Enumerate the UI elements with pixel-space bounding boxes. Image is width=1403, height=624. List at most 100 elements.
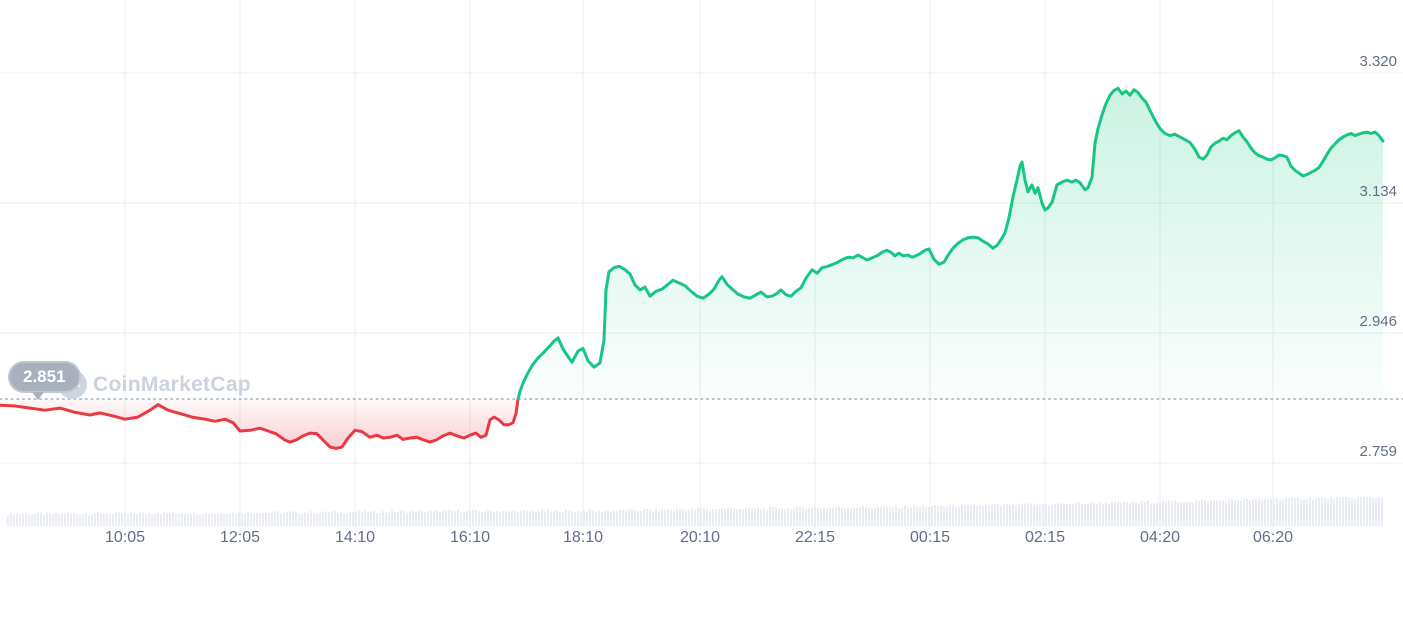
volume-bar	[283, 512, 285, 526]
volume-bar	[877, 506, 879, 526]
volume-bar	[595, 511, 597, 526]
volume-bar	[244, 514, 246, 526]
volume-bar	[1243, 499, 1245, 526]
volume-bar	[361, 512, 363, 526]
volume-bar	[496, 511, 498, 526]
volume-bar	[1093, 503, 1095, 526]
volume-bar	[856, 508, 858, 526]
volume-bar	[1357, 497, 1359, 526]
volume-bar	[577, 510, 579, 526]
volume-bar	[49, 512, 51, 526]
volume-bar	[478, 510, 480, 526]
volume-bar	[973, 504, 975, 526]
volume-bar	[847, 507, 849, 526]
volume-bar	[340, 511, 342, 526]
volume-bar	[7, 515, 9, 526]
volume-bar	[1318, 497, 1320, 526]
volume-bar	[130, 512, 132, 526]
volume-bar	[637, 510, 639, 526]
volume-bar	[1186, 502, 1188, 526]
volume-bar	[712, 508, 714, 526]
volume-bar	[715, 509, 717, 526]
volume-bar	[460, 512, 462, 526]
volume-bar	[751, 508, 753, 526]
volume-bar	[1141, 501, 1143, 526]
volume-bar	[709, 509, 711, 526]
volume-bar	[862, 506, 864, 526]
volume-bar	[988, 504, 990, 526]
volume-bar	[748, 507, 750, 526]
volume-bar	[514, 510, 516, 526]
volume-bar	[1117, 501, 1119, 526]
volume-bar	[853, 507, 855, 526]
volume-bar	[1165, 502, 1167, 526]
volume-bar	[1060, 504, 1062, 526]
volume-bar	[1012, 503, 1014, 526]
volume-bar	[364, 510, 366, 526]
volume-bar	[1303, 499, 1305, 526]
volume-bar	[1003, 504, 1005, 526]
volume-bar	[667, 509, 669, 526]
volume-bar	[382, 511, 384, 526]
volume-bar	[553, 510, 555, 526]
volume-bar	[355, 512, 357, 526]
volume-bar	[730, 508, 732, 526]
volume-bar	[1276, 498, 1278, 526]
volume-bar	[835, 507, 837, 526]
volume-bar	[910, 507, 912, 526]
volume-bar	[1192, 502, 1194, 526]
volume-bar	[1048, 505, 1050, 526]
volume-bar	[874, 507, 876, 526]
volume-bar	[1333, 499, 1335, 526]
volume-bar	[31, 514, 33, 526]
volume-bar	[154, 514, 156, 526]
volume-bar	[256, 513, 258, 526]
volume-bar	[1252, 499, 1254, 526]
volume-bar	[880, 507, 882, 526]
volume-bar	[1291, 497, 1293, 526]
volume-bar	[1249, 500, 1251, 526]
volume-bar	[442, 510, 444, 526]
volume-bar	[343, 513, 345, 526]
volume-bar	[565, 509, 567, 526]
volume-bar	[928, 506, 930, 526]
volume-bar	[463, 512, 465, 526]
volume-bar	[97, 512, 99, 526]
volume-bar	[211, 513, 213, 526]
volume-bar	[1171, 501, 1173, 526]
volume-bar	[1057, 503, 1059, 526]
volume-bar	[475, 509, 477, 526]
volume-bar	[508, 510, 510, 526]
volume-bar	[1294, 497, 1296, 526]
volume-bar	[238, 512, 240, 526]
volume-bar	[649, 509, 651, 526]
volume-bar	[55, 512, 57, 526]
volume-bar	[139, 512, 141, 526]
volume-bar	[1228, 499, 1230, 526]
volume-bar	[79, 514, 81, 526]
volume-bar	[1246, 498, 1248, 526]
volume-bar	[718, 509, 720, 526]
volume-bar	[436, 510, 438, 526]
volume-bar	[121, 513, 123, 526]
volume-bar	[1264, 498, 1266, 526]
volume-bar	[643, 509, 645, 526]
volume-bar	[562, 512, 564, 526]
volume-bar	[1225, 501, 1227, 526]
volume-bar	[646, 509, 648, 526]
volume-bar	[370, 511, 372, 526]
volume-bar	[823, 507, 825, 526]
volume-bar	[1069, 504, 1071, 526]
volume-bar	[1261, 499, 1263, 526]
volume-bar	[385, 512, 387, 526]
volume-bar	[1000, 505, 1002, 526]
volume-bar	[535, 512, 537, 526]
volume-bar	[247, 512, 249, 526]
volume-bar	[145, 513, 147, 526]
volume-bar	[907, 507, 909, 526]
volume-bar	[1162, 500, 1164, 526]
volume-bar	[754, 508, 756, 526]
volume-bar	[112, 513, 114, 526]
volume-bar	[400, 510, 402, 526]
